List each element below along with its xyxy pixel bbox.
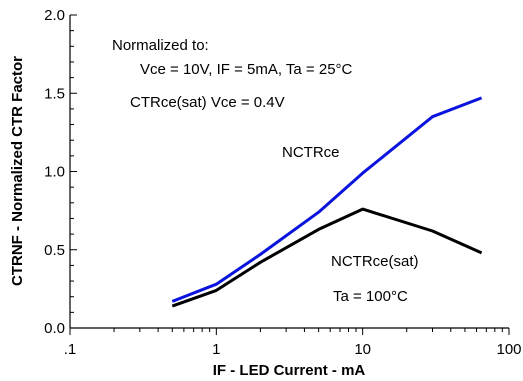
annotation-temperature: Ta = 100°C <box>333 288 408 305</box>
annotation-normalization-conditions: Vce = 10V, IF = 5mA, Ta = 25°C <box>140 61 353 78</box>
axis-ticks <box>69 14 510 335</box>
x-tick-labels: .1 1 10 100 <box>64 341 522 358</box>
y-tick-labels: 0.0 0.5 1.0 1.5 2.0 <box>44 7 65 337</box>
x-axis-title: IF - LED Current - mA <box>213 362 366 379</box>
label-nctrce-sat: NCTRce(sat) <box>331 253 419 270</box>
annotation-sat-condition: CTRce(sat) Vce = 0.4V <box>130 94 285 111</box>
y-tick-label: 1.0 <box>44 164 65 181</box>
series-lines <box>171 96 483 308</box>
y-axis-title: CTRNF - Normalized CTR Factor <box>9 56 26 286</box>
x-tick-label: 100 <box>496 341 521 358</box>
annotation-normalized-to: Normalized to: <box>112 37 209 54</box>
x-tick-label: 1 <box>212 341 220 358</box>
y-tick-label: 0.5 <box>44 242 65 259</box>
x-tick-label: 10 <box>354 341 371 358</box>
series-line-nctrce <box>171 96 483 303</box>
x-tick-label: .1 <box>64 341 77 358</box>
series-line-nctrce-sat <box>171 207 483 308</box>
label-nctrce: NCTRce <box>282 144 340 161</box>
y-tick-label: 1.5 <box>44 85 65 102</box>
y-tick-label: 2.0 <box>44 7 65 24</box>
y-tick-label: 0.0 <box>44 320 65 337</box>
